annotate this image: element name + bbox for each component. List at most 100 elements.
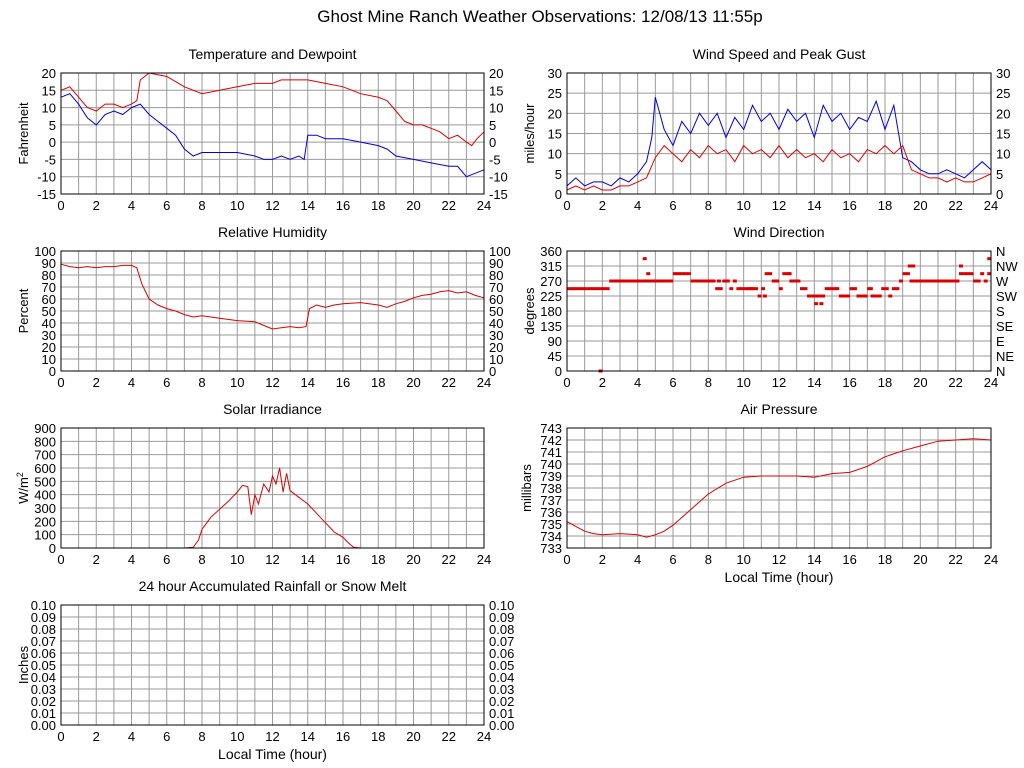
x-tick-label: 22 [442,375,456,390]
data-point [580,287,585,291]
y-tick-label: 741 [540,445,562,460]
data-point [716,279,721,283]
x-tick-label: 18 [371,375,385,390]
x-tick-label: 16 [336,198,350,213]
y-tick-label: 10 [42,352,56,367]
data-point [754,287,759,291]
y-tick-label: 0 [49,364,56,379]
data-point [828,287,833,291]
chart-title: Wind Speed and Peak Gust [693,46,866,62]
chart-wind-direction: 0 2 4 6 8 10 12 14 16 18 20 22 240459013518022527031… [522,224,1018,390]
x-tick-label: 4 [128,375,135,390]
y-tick-label: 180 [540,304,562,319]
chart-title: Temperature and Dewpoint [188,46,356,62]
chart-humidity: 0 2 4 6 8 10 12 14 16 18 20 22 240102030405060708090… [16,224,511,390]
y-tick-label: 600 [34,461,56,476]
data-point [905,272,910,276]
data-point [640,279,645,283]
x-tick-label: 12 [265,198,279,213]
data-point [648,279,653,283]
y-tick-label: 733 [540,541,562,556]
x-tick-label: 14 [301,198,315,213]
data-point [944,279,949,283]
x-tick-label: 14 [301,552,315,567]
y-tick-label: 743 [540,421,562,436]
data-point [814,302,819,306]
data-point [923,279,928,283]
x-tick-label: 12 [265,375,279,390]
x-tick-label: 2 [599,198,606,213]
x-tick-label: 16 [336,375,350,390]
x-tick-label: 12 [265,729,279,744]
x-tick-label: 6 [163,375,170,390]
data-point [725,279,730,283]
data-point [669,279,674,283]
x-tick-label: 12 [772,552,786,567]
x-tick-label: 10 [230,375,244,390]
data-point [771,279,776,283]
x-tick-label: 12 [265,552,279,567]
x-tick-label: 4 [634,375,641,390]
y-tick-label: 0.06 [31,646,56,661]
x-tick-label: 0 [57,198,64,213]
y-tick-label: 0.09 [31,610,56,625]
data-point [958,264,963,268]
y-tick-label: 0.05 [31,658,56,673]
y-tick-label: 270 [540,274,562,289]
y-tick-label: 70 [42,280,56,295]
y-tick-label: 10 [548,147,562,162]
x-tick-label: 24 [477,552,491,567]
y-tick-label: 20 [548,106,562,121]
plot-frame [60,427,485,549]
data-point [807,294,812,298]
x-tick-label: 10 [736,552,750,567]
data-point [937,279,942,283]
y-tick-label-right: 0.02 [489,694,514,709]
y-tick-label: 315 [540,259,562,274]
data-point [602,287,607,291]
x-tick-label: 20 [913,552,927,567]
plot-frame [60,250,485,372]
y-tick-label: 738 [540,481,562,496]
data-point [824,287,829,291]
x-tick-label: 8 [198,375,205,390]
x-tick-label: 2 [93,552,100,567]
data-point [591,287,596,291]
y-axis-label: Inches [16,645,31,684]
x-tick-label: 20 [406,552,420,567]
x-tick-label: 18 [371,729,385,744]
y-tick-label-right: 0 [489,135,496,150]
x-tick-label: 22 [948,552,962,567]
y-tick-label-right: 40 [489,316,503,331]
series-line-1 [60,93,485,178]
x-tick-label: 20 [406,375,420,390]
data-point [743,287,748,291]
x-tick-label: 14 [807,375,821,390]
data-point [732,279,737,283]
data-point [941,279,946,283]
x-tick-label: 2 [599,375,606,390]
data-point [966,272,971,276]
y-tick-label-right: S [996,304,1005,319]
x-tick-label: 0 [57,729,64,744]
x-tick-label: 8 [705,375,712,390]
x-tick-label: 0 [57,552,64,567]
y-tick-label: 20 [42,340,56,355]
plot-frame [566,250,992,372]
data-point [686,272,691,276]
y-tick-label: 400 [34,488,56,503]
chart-temperature: 0 2 4 6 8 10 12 14 16 18 20 22 24-15-10-505101520-15… [16,46,508,213]
y-axis-label: W/m2 [15,472,31,504]
y-tick-label: 80 [42,268,56,283]
series-line-0 [60,72,485,147]
y-tick-label: 0.01 [31,706,56,721]
data-point [619,279,624,283]
y-tick-label-right: 0.00 [489,718,514,733]
x-tick-label: 0 [563,375,570,390]
series-line-0 [60,263,485,330]
data-point [969,272,974,276]
y-tick-label: 0.04 [31,670,56,685]
x-tick-label: 24 [984,375,998,390]
grid [566,427,992,549]
x-tick-label: 8 [198,198,205,213]
